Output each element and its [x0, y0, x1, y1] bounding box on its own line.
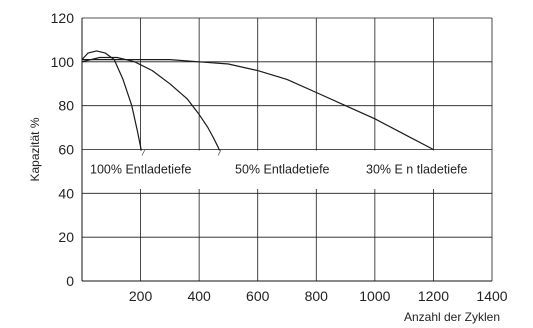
series-label: 50% Entladetiefe [235, 163, 330, 177]
y-tick-label: 0 [66, 273, 74, 289]
series-annotations: 100% Entladetiefe 50% Entladetiefe 30% E n… [90, 149, 468, 177]
y-tick-label: 80 [58, 98, 74, 114]
curve-continuation-mark [141, 149, 146, 156]
annotation-band [83, 150, 491, 189]
series-label: 100% Entladetiefe [90, 163, 192, 177]
x-tick-label: 1000 [359, 288, 390, 304]
series-line [81, 50, 146, 181]
curve-continuation-mark [217, 149, 222, 156]
x-tick-label: 200 [129, 288, 153, 304]
x-tick-label: 400 [187, 288, 211, 304]
y-tick-label: 60 [58, 142, 74, 158]
y-tick-label: 120 [51, 10, 75, 26]
y-axis-title: Kapazität % [28, 117, 42, 181]
series-label: 30% E n tladetiefe [366, 163, 468, 177]
axes [81, 18, 492, 282]
x-tick-label: 1200 [418, 288, 449, 304]
tick-labels: 0 20 40 60 80 100 120 200 400 600 800 1000 1200 1400 [51, 10, 508, 304]
series-line [81, 56, 224, 159]
y-tick-label: 100 [51, 54, 75, 70]
data-series [81, 50, 434, 181]
x-tick-label: 600 [246, 288, 270, 304]
series-line [82, 58, 434, 151]
x-tick-label: 800 [305, 288, 329, 304]
x-axis-title: Anzahl der Zyklen [404, 310, 500, 324]
y-tick-label: 40 [58, 185, 74, 201]
x-tick-label: 1400 [476, 288, 507, 304]
y-tick-label: 20 [58, 229, 74, 245]
